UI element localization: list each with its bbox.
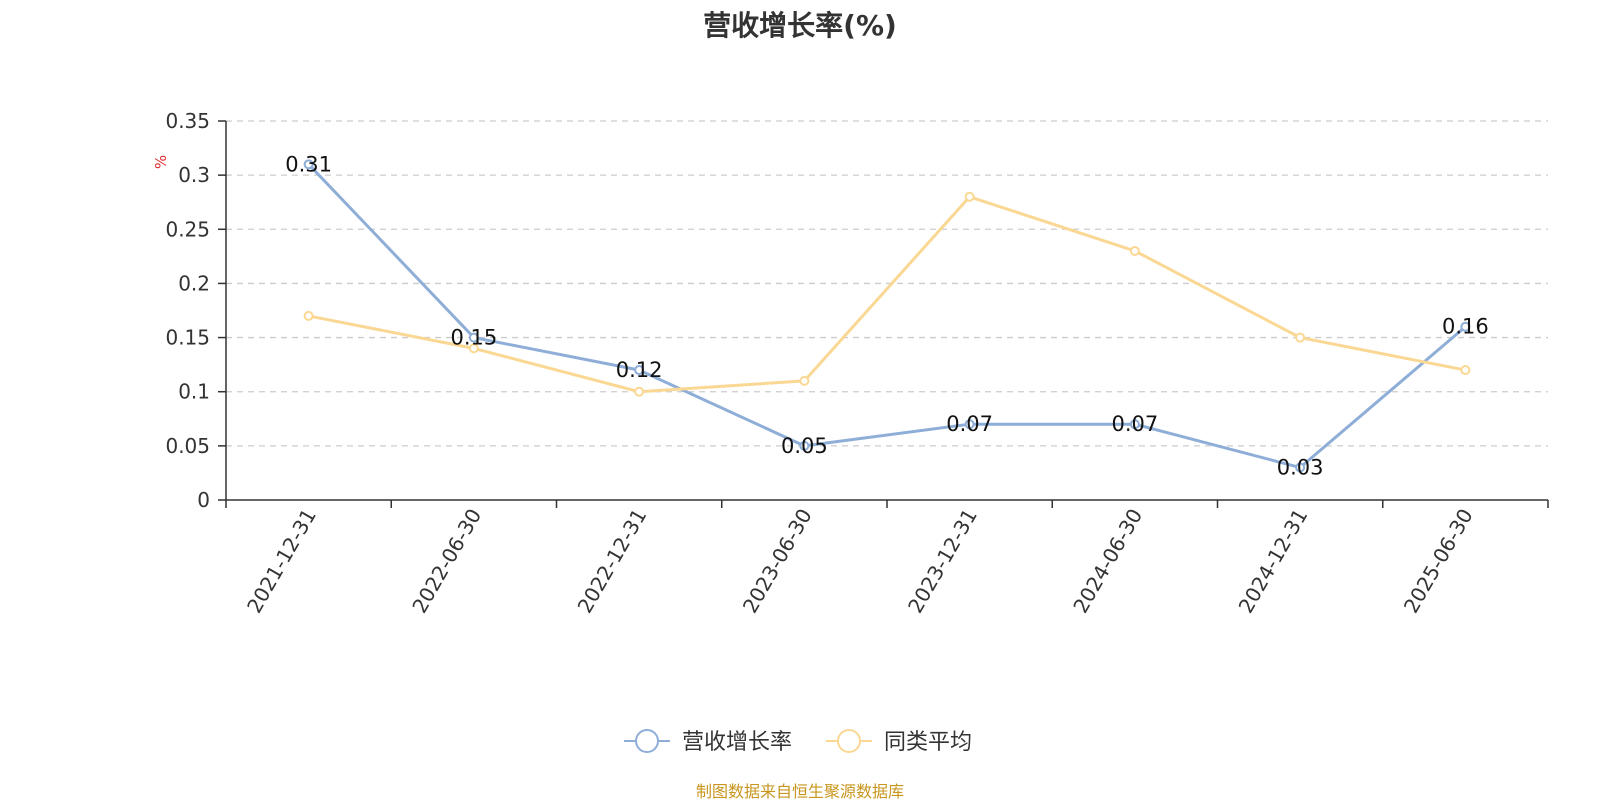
data-point xyxy=(303,310,314,321)
legend-marker xyxy=(635,729,659,753)
y-tick-label: 0.3 xyxy=(178,163,210,187)
data-point xyxy=(303,159,314,170)
data-labels: 0.31 0.15 0.12 0.05 0.07 0.07 0.03 0.16 xyxy=(285,152,1489,479)
data-point xyxy=(1295,332,1306,343)
x-tick-label: 2022-06-30 xyxy=(407,505,486,618)
data-point xyxy=(1460,321,1471,332)
data-label: 0.05 xyxy=(781,434,828,458)
legend[interactable]: 营收增长率 同类平均 xyxy=(624,729,972,755)
legend-item[interactable]: 营收增长率 xyxy=(624,729,792,755)
data-point xyxy=(468,332,479,343)
data-point xyxy=(1295,462,1306,473)
y-tick-label: 0.1 xyxy=(178,380,210,404)
x-tick-label: 2022-12-31 xyxy=(573,505,652,618)
legend-label: 营收增长率 xyxy=(682,730,792,755)
data-point xyxy=(964,419,975,430)
y-tick-label: 0 xyxy=(197,488,210,512)
y-tick-label: 0.2 xyxy=(178,271,210,295)
data-label: 0.31 xyxy=(285,152,332,176)
data-label: 0.15 xyxy=(450,326,497,350)
source-note: 制图数据来自恒生聚源数据库 xyxy=(695,782,904,801)
series-lines xyxy=(303,159,1471,473)
data-point xyxy=(799,440,810,451)
data-label: 0.07 xyxy=(946,412,993,436)
x-tick-label: 2024-12-31 xyxy=(1234,505,1313,618)
legend-item[interactable]: 同类平均 xyxy=(826,729,972,755)
series-line xyxy=(307,163,1467,470)
data-point xyxy=(799,375,810,386)
chart-title: 营收增长率(%) xyxy=(703,9,897,42)
legend-label: 同类平均 xyxy=(884,730,972,755)
x-tick-label: 2023-12-31 xyxy=(903,505,982,618)
series-line xyxy=(308,195,1466,394)
data-point xyxy=(964,191,975,202)
legend-marker xyxy=(837,729,861,753)
grid-lines xyxy=(226,120,1548,447)
data-point xyxy=(634,386,645,397)
data-point xyxy=(1460,365,1471,376)
y-axis-unit-label: % xyxy=(152,155,170,169)
axes: 0 0.05 0.1 0.15 0.2 0.25 0.3 0.35 2021-12-31 2022… xyxy=(165,109,1549,618)
data-label: 0.12 xyxy=(616,358,663,382)
y-tick-label: 0.25 xyxy=(165,217,210,241)
x-tick-label: 2023-06-30 xyxy=(738,505,817,618)
y-tick-label: 0.05 xyxy=(165,434,210,458)
data-point xyxy=(634,365,645,376)
y-tick-label: 0.35 xyxy=(165,109,210,133)
data-label: 0.16 xyxy=(1442,315,1489,339)
x-tick-label: 2024-06-30 xyxy=(1068,505,1147,618)
data-label: 0.03 xyxy=(1277,456,1324,480)
data-label: 0.07 xyxy=(1111,412,1158,436)
data-point xyxy=(1129,419,1140,430)
y-tick-label: 0.15 xyxy=(165,326,210,350)
data-point xyxy=(1129,245,1140,256)
data-point xyxy=(468,343,479,354)
x-tick-label: 2025-06-30 xyxy=(1399,505,1478,618)
x-tick-label: 2021-12-31 xyxy=(242,505,321,618)
